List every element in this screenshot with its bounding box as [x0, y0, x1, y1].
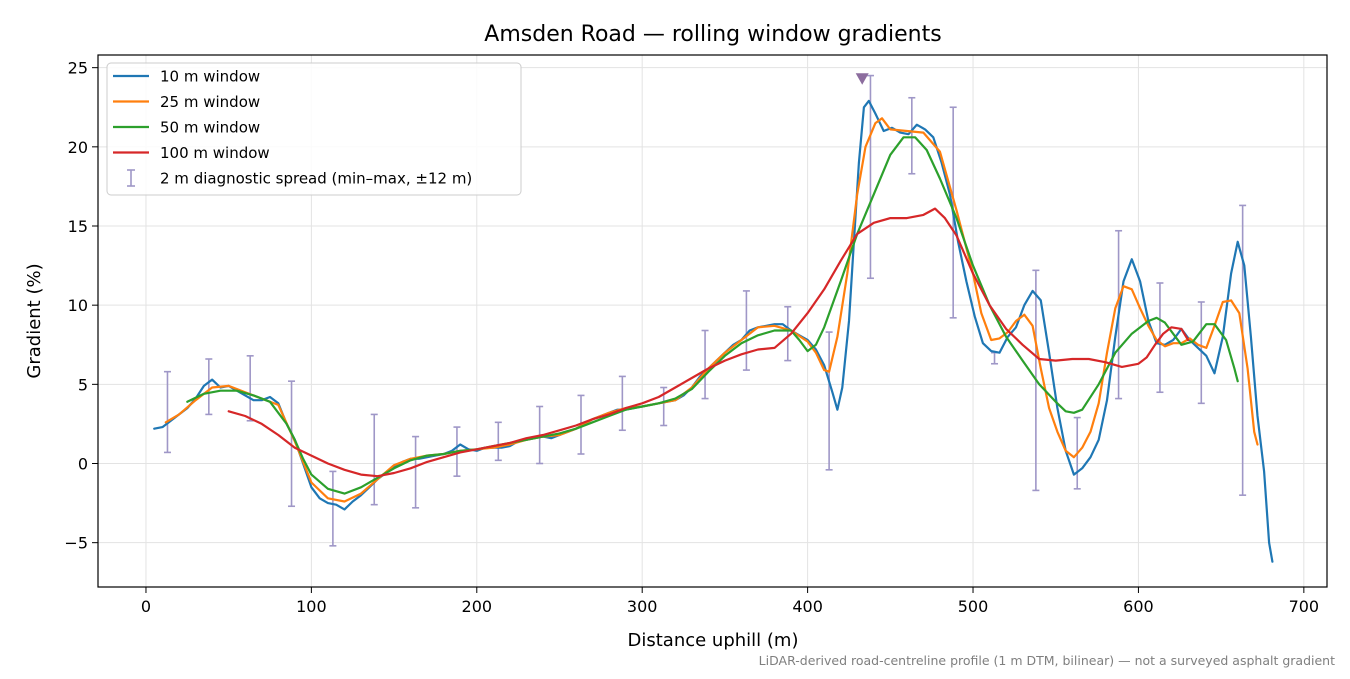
chart-title: Amsden Road — rolling window gradients	[484, 22, 941, 47]
chart-footnote: LiDAR-derived road-centreline profile (1…	[759, 653, 1335, 668]
y-tick-label: 5	[78, 375, 88, 394]
errorbar	[825, 331, 833, 471]
y-tick-label: −5	[64, 534, 88, 553]
errorbar	[163, 370, 171, 454]
legend-box	[106, 62, 522, 196]
legend-label: 2 m diagnostic spread (min–max, ±12 m)	[160, 170, 472, 188]
y-tick-label: 25	[68, 59, 88, 78]
peak-marker-triangle	[855, 73, 869, 85]
errorbar	[618, 375, 626, 432]
errorbar	[784, 305, 792, 362]
legend-item-errorbar: 2 m diagnostic spread (min–max, ±12 m)	[127, 169, 472, 188]
legend-label: 50 m window	[160, 119, 260, 137]
y-tick-label: 10	[68, 296, 88, 315]
y-tick-label: 15	[68, 217, 88, 236]
y-tick-label: 20	[68, 138, 88, 157]
legend-label: 10 m window	[160, 68, 260, 86]
x-tick-label: 100	[296, 597, 327, 616]
errorbar	[866, 74, 874, 280]
errorbar	[412, 435, 420, 509]
y-axis-ticks: −5 0 5 10 15 20 25	[64, 59, 98, 553]
errorbar	[1197, 301, 1205, 405]
x-tick-label: 700	[1289, 597, 1320, 616]
legend-item: 10 m window	[113, 68, 260, 86]
legend-label: 100 m window	[160, 144, 270, 162]
legend-item: 100 m window	[113, 144, 270, 162]
series-line-1	[153, 99, 1274, 563]
series-line-3	[186, 136, 1239, 495]
peak-marker-group	[855, 73, 869, 85]
series-line-2	[164, 117, 1259, 503]
x-axis-label: Distance uphill (m)	[628, 630, 799, 651]
legend-label: 25 m window	[160, 93, 260, 111]
errorbar	[370, 413, 378, 506]
legend-item: 50 m window	[113, 119, 260, 137]
errorbar	[494, 421, 502, 462]
errorbar	[1239, 204, 1247, 496]
series-line-4	[227, 207, 1190, 478]
x-axis-ticks: 0 100 200 300 400 500 600 700	[141, 587, 1319, 616]
legend-item: 25 m window	[113, 93, 260, 111]
y-axis-label: Gradient (%)	[24, 263, 45, 378]
x-tick-label: 400	[792, 597, 823, 616]
x-tick-label: 0	[141, 597, 151, 616]
errorbar	[908, 96, 916, 175]
x-tick-label: 200	[462, 597, 493, 616]
y-tick-label: 0	[78, 455, 88, 474]
errorbar	[701, 329, 709, 400]
errorbar	[246, 355, 254, 422]
x-tick-label: 500	[958, 597, 989, 616]
errorbar	[329, 470, 337, 547]
series-lines	[153, 99, 1274, 563]
x-tick-label: 300	[627, 597, 658, 616]
errorbar	[205, 358, 213, 416]
legend: 10 m window 25 m window 50 m window 100 m w…	[106, 62, 522, 196]
x-tick-label: 600	[1123, 597, 1154, 616]
errorbar	[742, 290, 750, 371]
plot-frame	[97, 54, 1328, 588]
errorbar	[288, 380, 296, 508]
